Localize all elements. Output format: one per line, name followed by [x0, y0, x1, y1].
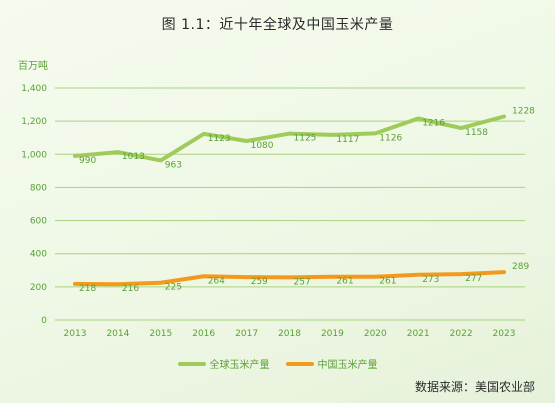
data-label: 1080 [251, 141, 274, 151]
legend-label-china: 中国玉米产量 [317, 360, 378, 371]
y-tick-label: 800 [30, 183, 47, 193]
x-tick-label: 2021 [407, 329, 430, 339]
data-label: 1125 [294, 134, 317, 144]
data-label: 963 [165, 160, 182, 170]
x-tick-label: 2016 [192, 329, 215, 339]
data-label: 1216 [422, 118, 445, 128]
data-label: 225 [165, 283, 182, 293]
x-tick-label: 2013 [64, 329, 87, 339]
data-label: 1117 [336, 135, 359, 145]
y-tick-label: 1,400 [21, 84, 47, 94]
data-source: 数据来源：美国农业部 [414, 380, 535, 394]
series-line-china [73, 270, 506, 287]
legend-swatch-global [177, 361, 206, 366]
y-tick-label: 200 [30, 283, 47, 293]
legend-item-china: 中国玉米产量 [285, 356, 378, 371]
legend-swatch-china [285, 361, 314, 366]
x-tick-label: 2018 [278, 329, 301, 339]
data-label: 257 [294, 277, 311, 287]
x-tick-label: 2015 [149, 329, 172, 339]
y-tick-label: 400 [30, 250, 47, 260]
x-tick-label: 2020 [364, 329, 387, 339]
data-label: 259 [251, 277, 268, 287]
y-axis-unit-label: 百万吨 [18, 61, 48, 72]
x-tick-label: 2022 [450, 329, 473, 339]
data-label: 1228 [512, 107, 535, 117]
data-label: 261 [379, 277, 396, 287]
data-label: 273 [422, 275, 439, 285]
legend-label-global: 全球玉米产量 [209, 360, 270, 371]
x-tick-label: 2019 [321, 329, 344, 339]
y-tick-label: 1,200 [21, 117, 47, 127]
data-label: 990 [79, 156, 96, 166]
data-label: 261 [336, 277, 353, 287]
data-label: 218 [79, 284, 96, 294]
y-tick-label: 600 [30, 217, 47, 227]
line-chart: 0 200 400 600 800 1,000 1,200 1,400 2013 2014 2015… [21, 84, 535, 339]
y-tick-label: 0 [41, 316, 47, 326]
data-label: 277 [465, 274, 482, 284]
data-label: 289 [512, 262, 529, 272]
series-line-global [73, 114, 506, 163]
data-label: 216 [122, 284, 139, 294]
chart-title: 图 1.1：近十年全球及中国玉米产量 [161, 17, 394, 33]
data-label: 1158 [465, 128, 488, 138]
data-label: 1126 [379, 133, 402, 143]
y-tick-label: 1,000 [21, 150, 47, 160]
legend-item-global: 全球玉米产量 [177, 356, 270, 371]
x-tick-label: 2017 [235, 329, 258, 339]
chart-legend: 全球玉米产量 中国玉米产量 [0, 356, 555, 371]
x-tick-label: 2023 [493, 329, 516, 339]
x-tick-label: 2014 [106, 329, 129, 339]
data-label: 1013 [122, 152, 145, 162]
data-label: 1123 [208, 134, 231, 144]
data-label: 264 [208, 276, 225, 286]
